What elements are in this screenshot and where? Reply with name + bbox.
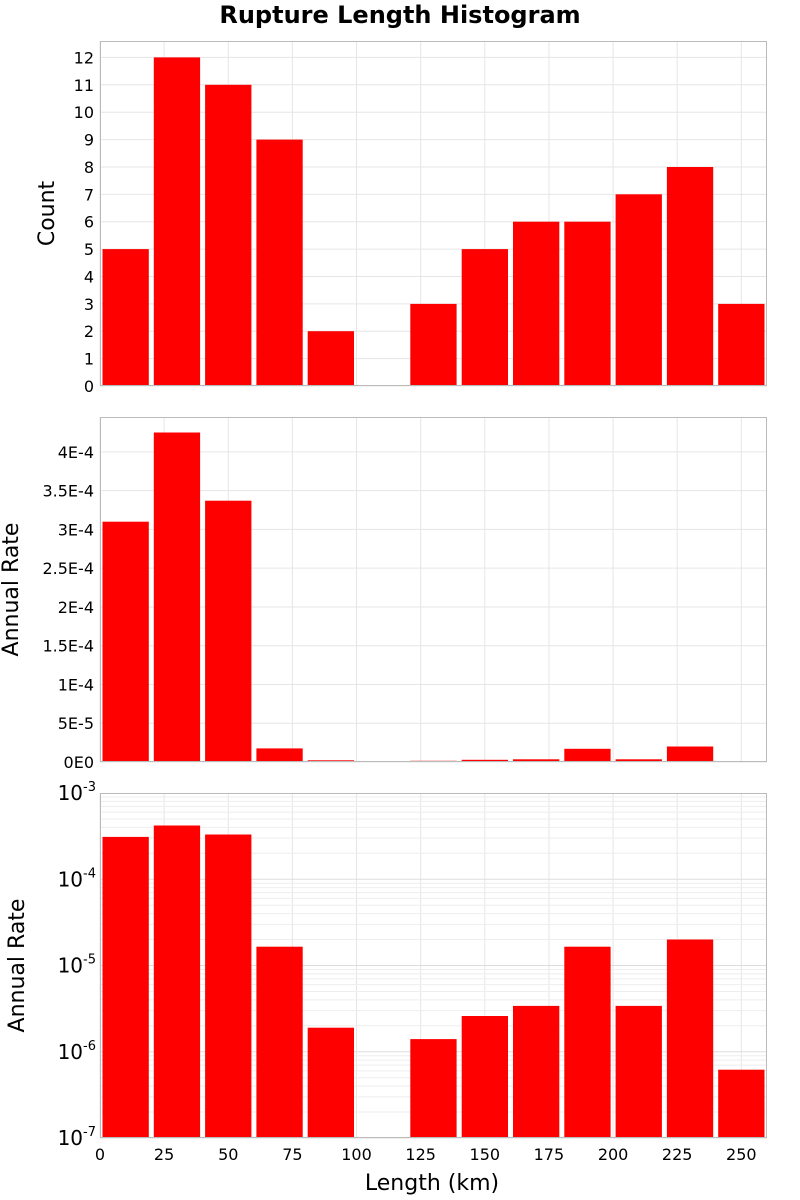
- bars: [102, 825, 765, 1138]
- bar-3-9: [513, 1005, 560, 1138]
- x-tick-label: 0: [95, 1145, 105, 1164]
- y-tick-label: 1: [84, 350, 94, 369]
- bar-2-9: [513, 759, 560, 762]
- x-tick-label: 225: [662, 1145, 693, 1164]
- panel-3: 10-7 10-6 10-5 10-4 10-3 Annual Rate 0 25 50 75 10…: [5, 780, 767, 1164]
- x-tick-label: 250: [726, 1145, 757, 1164]
- x-tick-label: 100: [341, 1145, 372, 1164]
- plot-frame: [100, 41, 767, 386]
- bar-3-8: [461, 1016, 508, 1138]
- x-tick-label: 125: [405, 1145, 436, 1164]
- y-tick-labels: 10-7 10-6 10-5 10-4 10-3: [58, 780, 96, 1150]
- bar-1-8: [461, 249, 508, 386]
- y-tick-label: 2E-4: [58, 598, 94, 617]
- bar-2-8: [461, 759, 508, 762]
- y-tick-label: 5E-5: [58, 714, 94, 733]
- bar-3-5: [307, 1027, 354, 1138]
- x-axis-title: Length (km): [365, 1171, 499, 1196]
- y-tick-label: 4: [84, 268, 94, 287]
- y-tick-label: 0: [84, 377, 94, 396]
- bar-2-3: [205, 500, 252, 762]
- plot-frame: [100, 793, 767, 1138]
- bar-2-10: [564, 748, 611, 762]
- x-tick-label: 200: [598, 1145, 629, 1164]
- y-tick-label: 5: [84, 240, 94, 259]
- x-tick-label: 50: [218, 1145, 238, 1164]
- bars: [102, 432, 765, 762]
- bar-2-12: [666, 746, 714, 762]
- bar-2-1: [102, 521, 149, 762]
- x-tick-labels: 0 25 50 75 100 125 150 175 200 225 250: [95, 1145, 757, 1164]
- y-tick-label: 4E-4: [58, 443, 94, 462]
- y-tick-label: 3.5E-4: [42, 482, 94, 501]
- y-axis-title: Annual Rate: [5, 899, 30, 1033]
- panel-2: 0E0 5E-5 1E-4 1.5E-4 2E-4 2.5E-4 3E-4 3.5E-4 4E-…: [0, 417, 767, 772]
- bar-3-11: [615, 1005, 662, 1138]
- y-tick-label: 12: [74, 48, 94, 67]
- bar-1-12: [666, 167, 714, 386]
- bar-2-2: [153, 432, 201, 762]
- y-axis-title: Count: [35, 180, 60, 246]
- bar-1-13: [718, 303, 765, 386]
- bar-1-2: [153, 57, 201, 387]
- x-tick-label: 175: [534, 1145, 565, 1164]
- y-tick-label: 3: [84, 295, 94, 314]
- bar-1-10: [564, 221, 611, 386]
- bar-1-5: [307, 331, 354, 386]
- bar-2-11: [615, 759, 662, 762]
- y-tick-label: 10-3: [58, 780, 96, 805]
- y-tick-label: 7: [84, 185, 94, 204]
- bar-3-13: [718, 1069, 765, 1138]
- bar-1-11: [615, 194, 662, 386]
- y-tick-label: 10: [74, 103, 94, 122]
- y-tick-label: 8: [84, 158, 94, 177]
- bar-2-4: [256, 748, 303, 762]
- y-tick-label: 3E-4: [58, 520, 94, 539]
- bar-1-9: [513, 221, 560, 386]
- bar-3-10: [564, 946, 611, 1138]
- y-tick-label: 10-7: [58, 1125, 96, 1150]
- bar-1-1: [102, 249, 149, 386]
- y-tick-label: 10-6: [58, 1039, 96, 1064]
- y-tick-label: 2: [84, 322, 94, 341]
- y-tick-label: 1.5E-4: [42, 637, 94, 656]
- y-tick-label: 1E-4: [58, 676, 94, 695]
- y-tick-label: 11: [74, 76, 94, 95]
- y-tick-label: 6: [84, 213, 94, 232]
- chart-title: Rupture Length Histogram: [219, 1, 580, 29]
- plot-frame: [100, 417, 767, 762]
- x-tick-label: 150: [470, 1145, 501, 1164]
- y-tick-label: 9: [84, 131, 94, 150]
- y-axis-title: Annual Rate: [0, 523, 24, 657]
- y-tick-label: 0E0: [64, 753, 94, 772]
- y-tick-labels: 0E0 5E-5 1E-4 1.5E-4 2E-4 2.5E-4 3E-4 3.5E-4 4E-…: [42, 443, 94, 772]
- x-tick-label: 75: [282, 1145, 302, 1164]
- bar-3-3: [205, 834, 252, 1138]
- bar-3-7: [410, 1039, 457, 1138]
- bar-1-3: [205, 84, 252, 387]
- y-tick-label: 10-4: [58, 866, 96, 891]
- x-tick-label: 25: [154, 1145, 174, 1164]
- bar-3-12: [666, 939, 714, 1138]
- bar-3-1: [102, 836, 149, 1138]
- bar-3-4: [256, 946, 303, 1138]
- bars: [102, 57, 765, 387]
- y-tick-label: 10-5: [58, 953, 96, 978]
- bar-1-4: [256, 139, 303, 386]
- bar-3-2: [153, 825, 201, 1138]
- bar-1-7: [410, 303, 457, 386]
- y-tick-label: 2.5E-4: [42, 559, 94, 578]
